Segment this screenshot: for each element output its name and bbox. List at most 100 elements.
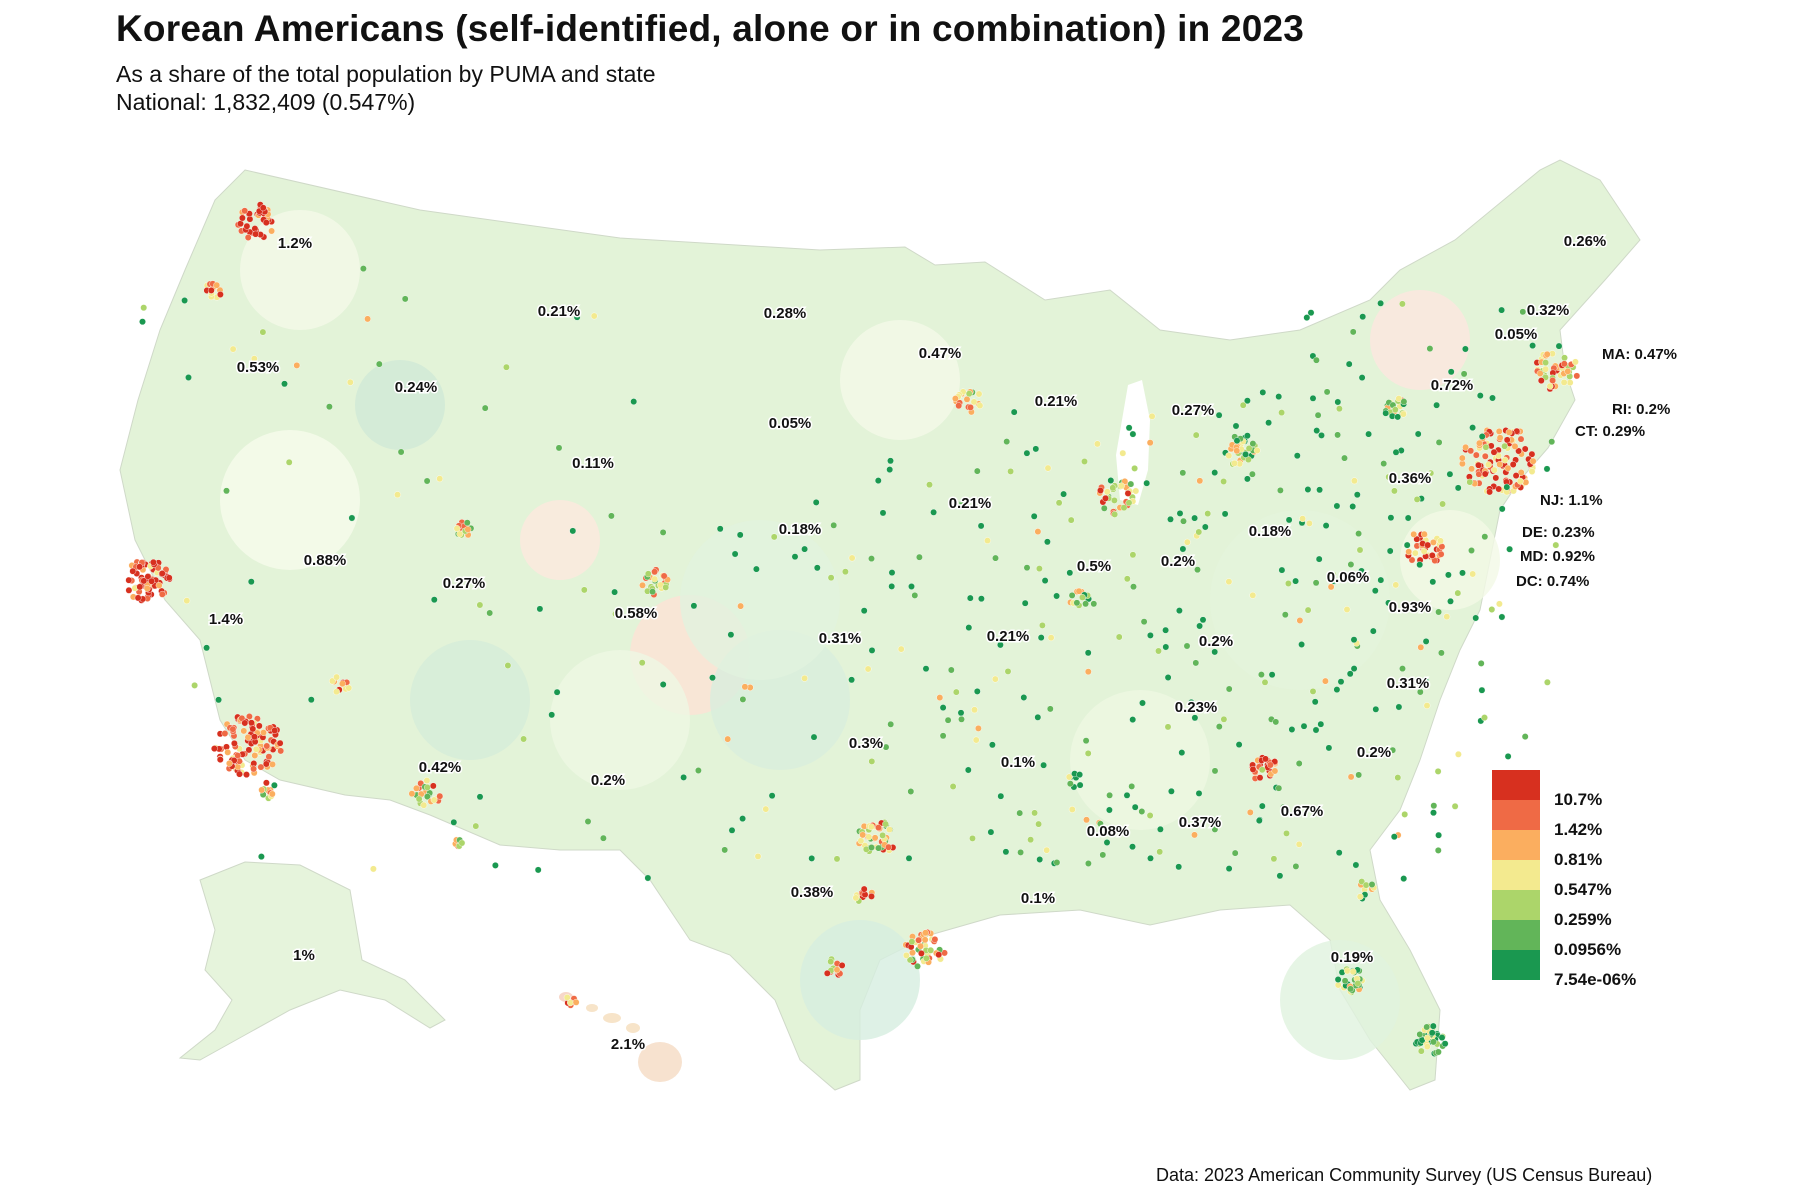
regional-tint: [240, 210, 360, 330]
puma-dot: [1283, 830, 1290, 837]
puma-dot: [1220, 715, 1228, 723]
puma-dot: [1106, 791, 1114, 799]
puma-dot: [1481, 452, 1489, 460]
puma-dot: [1292, 577, 1300, 585]
puma-dot: [1454, 484, 1462, 492]
puma-dot: [1047, 634, 1055, 642]
puma-dot: [997, 641, 1004, 649]
puma-dot: [1503, 436, 1511, 444]
puma-dot: [1255, 817, 1263, 824]
puma-dot: [125, 576, 133, 584]
puma-dot: [1385, 473, 1393, 481]
puma-dot: [737, 602, 744, 610]
puma-dot: [1434, 768, 1442, 775]
state-label-fl: 0.19%: [1331, 949, 1374, 966]
puma-dot: [1270, 855, 1278, 863]
puma-dot: [1362, 881, 1370, 889]
puma-dot: [338, 680, 346, 688]
puma-dot: [1481, 714, 1488, 721]
puma-dot: [333, 688, 340, 696]
puma-dot: [1359, 313, 1367, 321]
puma-dot: [307, 696, 315, 704]
puma-dot: [1129, 430, 1137, 438]
puma-dot: [868, 823, 875, 831]
puma-dot: [989, 741, 996, 749]
puma-dot: [1459, 569, 1466, 577]
puma-dot: [1485, 461, 1492, 468]
puma-dot: [1183, 538, 1191, 546]
puma-dot: [1196, 477, 1204, 485]
puma-dot: [1293, 452, 1301, 460]
puma-dot: [888, 569, 896, 576]
puma-dot: [1285, 516, 1293, 524]
puma-dot: [1491, 466, 1498, 474]
puma-dot: [1387, 514, 1395, 522]
puma-dot: [1139, 699, 1146, 707]
regional-tint: [1070, 690, 1210, 830]
puma-dot: [1065, 773, 1073, 781]
puma-dot: [965, 390, 973, 398]
puma-dot: [285, 458, 293, 466]
puma-dot: [1211, 469, 1219, 476]
puma-dot: [255, 722, 263, 730]
puma-dot: [660, 572, 668, 580]
puma-dot: [860, 607, 868, 615]
puma-dot: [397, 448, 405, 456]
state-label-ia: 0.21%: [949, 495, 992, 512]
puma-dot: [1192, 431, 1200, 439]
puma-dot: [1392, 448, 1400, 456]
puma-dot: [1119, 449, 1127, 457]
puma-dot: [240, 727, 248, 735]
puma-dot: [1196, 622, 1204, 630]
puma-dot: [1347, 561, 1355, 568]
puma-dot: [346, 378, 354, 386]
puma-dot: [185, 374, 192, 381]
east-label-ri: RI: 0.2%: [1612, 401, 1670, 418]
puma-dot: [486, 609, 494, 617]
puma-dot: [252, 230, 260, 238]
puma-dot: [1422, 638, 1430, 645]
puma-dot: [1445, 571, 1452, 579]
puma-dot: [976, 402, 984, 409]
puma-dot: [1496, 460, 1504, 468]
puma-dot: [1023, 564, 1031, 572]
state-label-ks: 0.31%: [819, 630, 862, 647]
puma-dot: [1345, 360, 1353, 368]
puma-dot: [572, 998, 580, 1006]
puma-dot: [1478, 433, 1486, 440]
puma-dot: [1280, 803, 1287, 811]
state-label-mt: 0.21%: [538, 303, 581, 320]
puma-dot: [1083, 816, 1090, 824]
puma-dot: [136, 583, 144, 591]
puma-dot: [1175, 863, 1183, 871]
puma-dot: [1382, 409, 1390, 417]
puma-dot: [1121, 477, 1129, 485]
puma-dot: [865, 833, 873, 841]
puma-dot: [808, 855, 816, 862]
puma-dot: [143, 585, 151, 592]
puma-dot: [364, 315, 371, 323]
puma-dot: [875, 824, 882, 831]
puma-dot: [436, 475, 444, 483]
puma-dot: [1414, 430, 1422, 438]
puma-dot: [1164, 674, 1172, 681]
puma-dot: [1278, 566, 1286, 574]
puma-dot: [1231, 849, 1239, 857]
puma-dot: [1131, 464, 1139, 472]
puma-dot: [600, 834, 607, 842]
puma-dot: [608, 512, 615, 520]
puma-dot: [1109, 484, 1117, 492]
puma-dot: [1079, 594, 1086, 601]
puma-dot: [875, 844, 882, 852]
puma-dot: [1368, 881, 1376, 888]
puma-dot: [1201, 523, 1209, 531]
puma-dot: [1356, 893, 1364, 901]
legend-swatch: [1492, 950, 1540, 980]
puma-dot: [216, 756, 224, 763]
puma-dot: [1017, 849, 1024, 856]
puma-dot: [975, 725, 982, 732]
puma-dot: [1334, 431, 1342, 439]
state-label-wv: 0.06%: [1327, 569, 1370, 586]
subtitle-line-1: As a share of the total population by PU…: [116, 61, 656, 87]
